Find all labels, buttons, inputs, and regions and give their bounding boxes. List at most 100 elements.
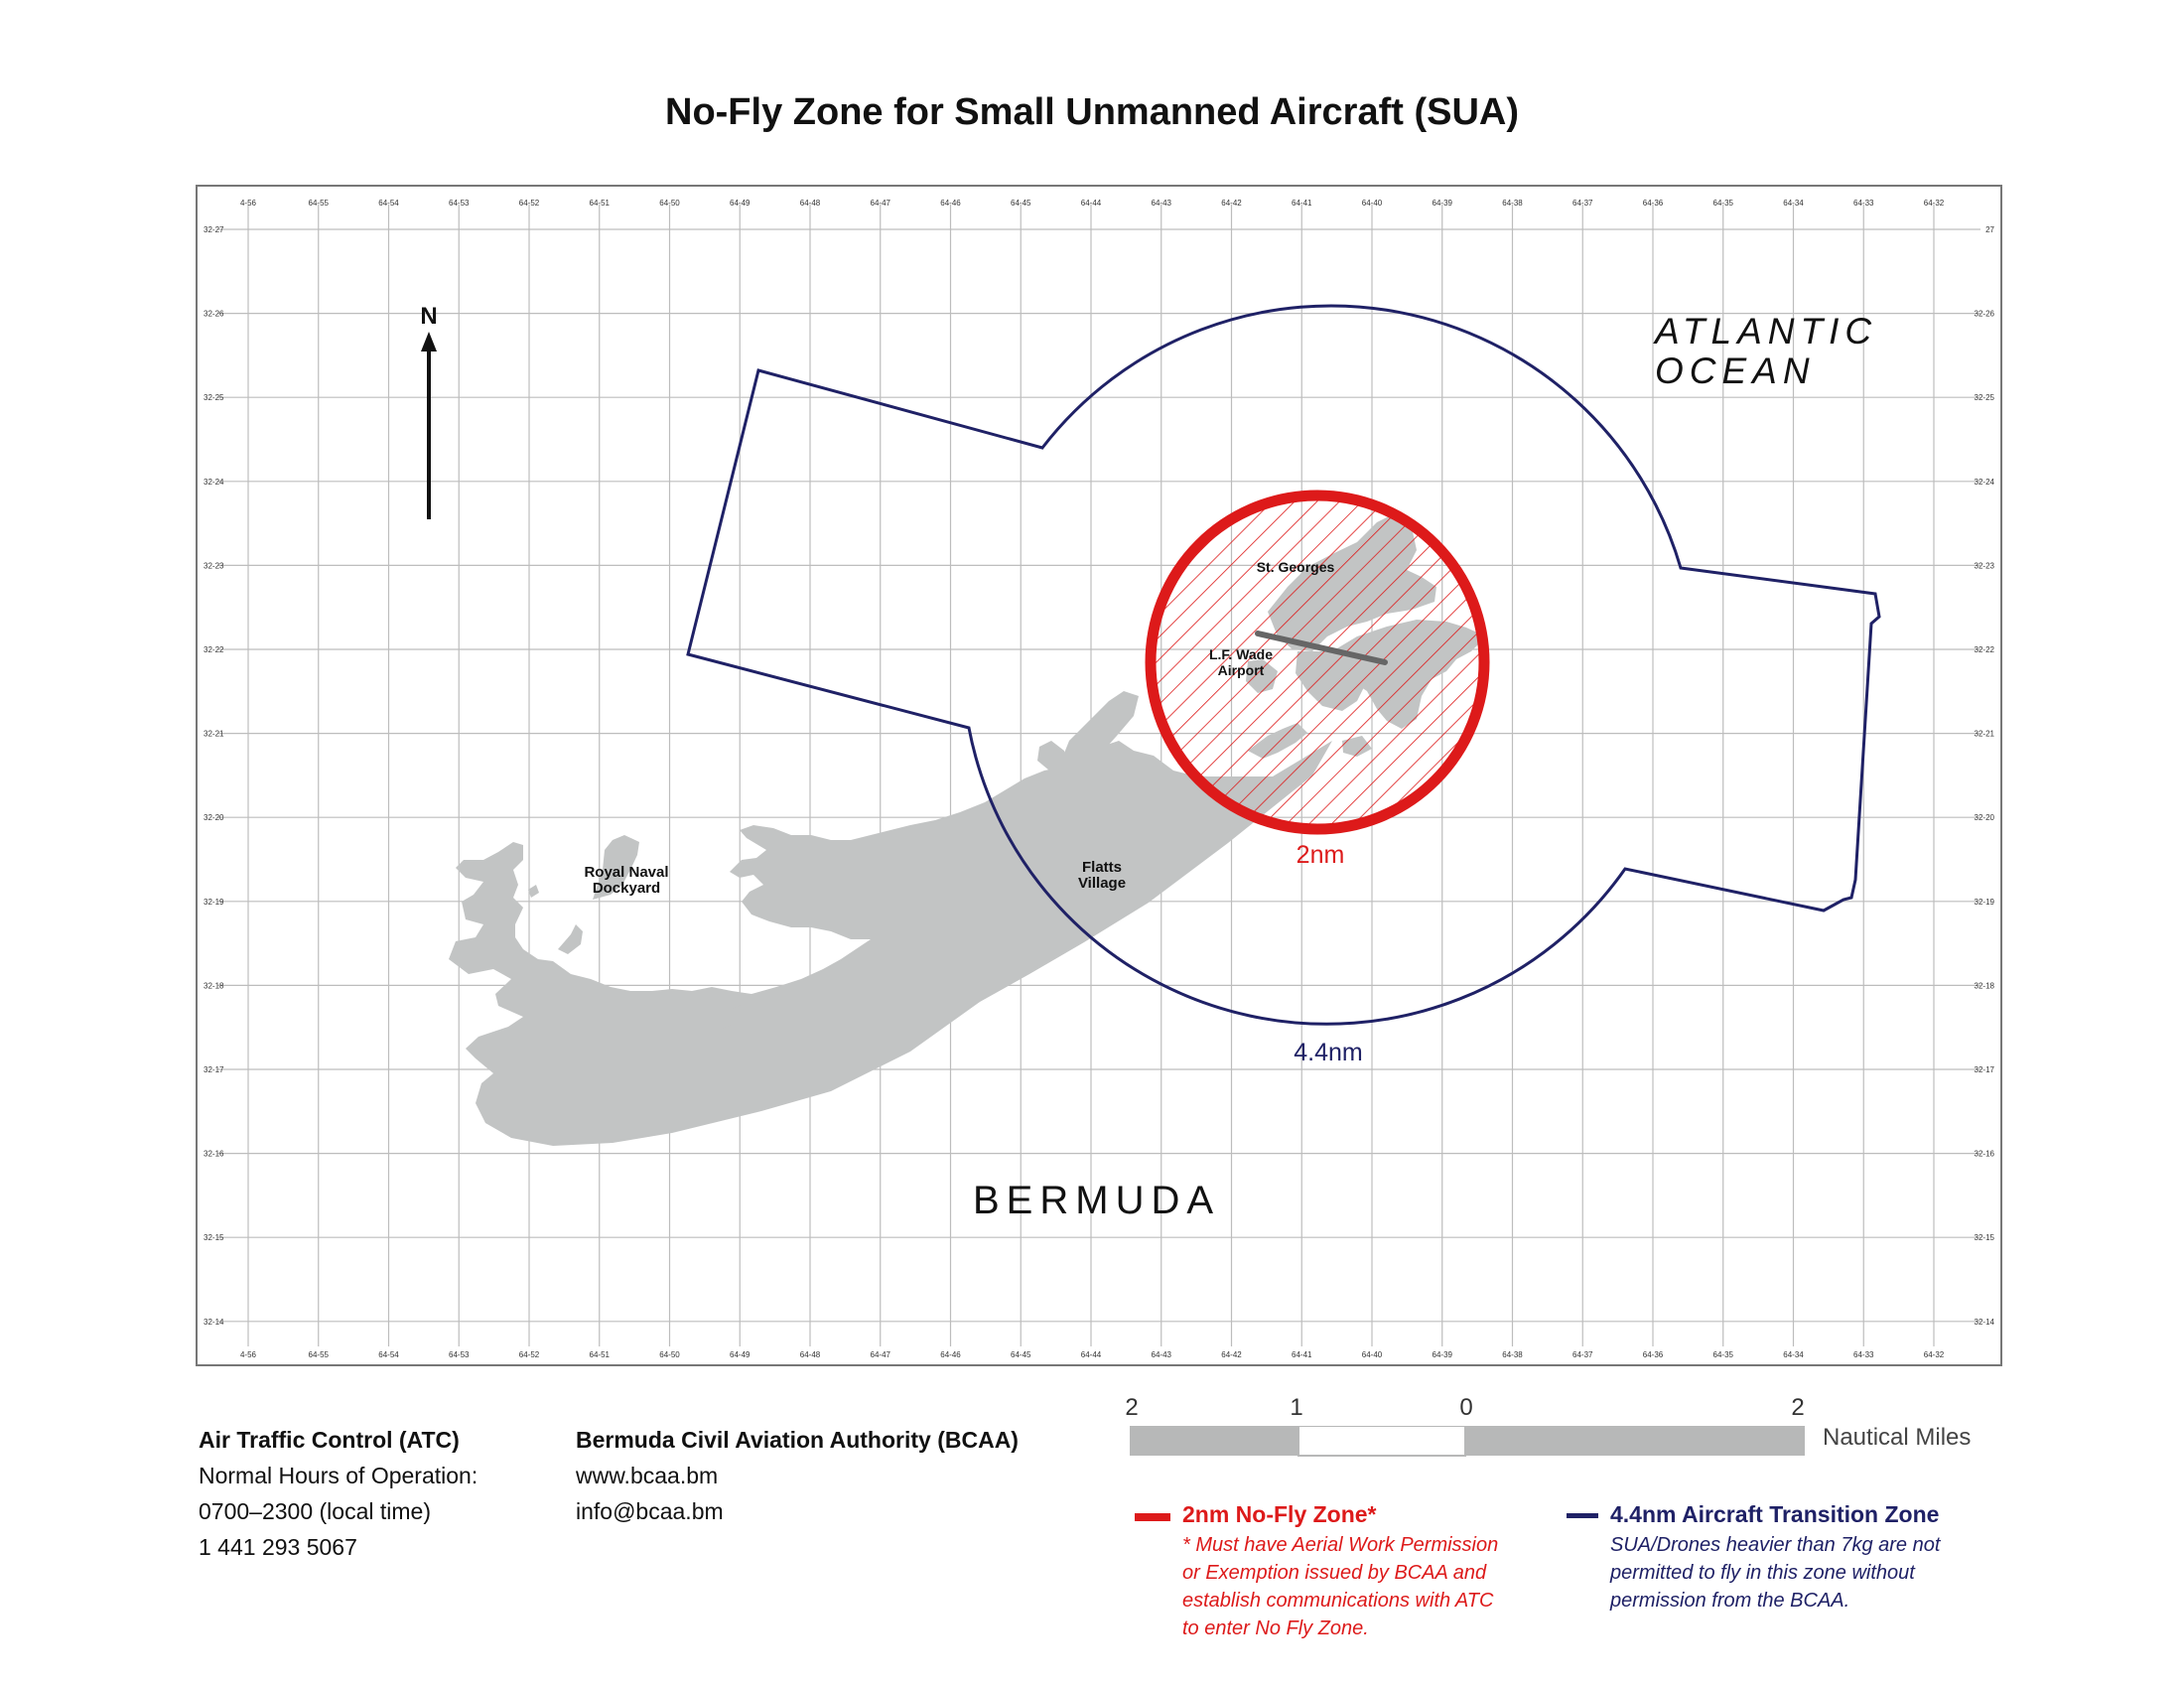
scale-number: 0 [1459,1394,1473,1421]
longitude-label: 64-54 [378,1350,399,1359]
longitude-label: 64-40 [1362,199,1383,208]
longitude-label: 64-49 [730,199,751,208]
longitude-label: 64-45 [1011,1350,1031,1359]
dockyard-label-line1: Royal Naval [584,864,668,881]
bcaa-email-link[interactable]: info@bcaa.bm [576,1498,724,1524]
airport-label-line2: Airport [1218,662,1265,678]
latitude-label: 32-23 [204,561,224,570]
latitude-label: 32-23 [1975,561,1995,570]
harbour-islet-2 [722,1025,735,1037]
longitude-label: 4-56 [240,199,257,208]
longitude-label: 64-51 [590,1350,611,1359]
transition-radius-label: 4.4nm [1294,1039,1362,1066]
longitude-label: 64-35 [1713,1350,1734,1359]
bcaa-info: Bermuda Civil Aviation Authority (BCAA) … [576,1422,1019,1529]
longitude-label: 64-33 [1853,1350,1874,1359]
north-label: N [420,303,437,330]
latitude-label: 32-22 [204,645,224,654]
longitude-label: 64-41 [1292,1350,1312,1359]
latitude-label: 32-18 [204,981,224,990]
no-fly-zone-circle[interactable] [1145,490,1490,835]
latitude-label: 32-26 [1975,310,1995,319]
harbour-islet-5 [803,1014,814,1024]
scale-segment [1130,1426,1298,1456]
harbour-islet-1 [682,1031,700,1045]
latitude-label: 32-14 [1975,1318,1995,1327]
scale-unit: Nautical Miles [1823,1424,1972,1451]
latitude-label: 32-15 [204,1233,224,1242]
map-title: No-Fly Zone for Small Unmanned Aircraft … [665,91,1519,133]
latitude-label: 32-22 [1975,645,1995,654]
longitude-label: 64-47 [871,1350,891,1359]
latitude-label: 32-21 [1975,730,1995,739]
longitude-label: 64-32 [1924,199,1945,208]
longitude-label: 64-32 [1924,1350,1945,1359]
longitude-label: 64-36 [1643,1350,1664,1359]
longitude-label: 64-39 [1433,1350,1453,1359]
longitude-label: 64-33 [1853,199,1874,208]
dockyard [593,835,639,900]
latitude-label: 32-19 [204,898,224,907]
harbour-islet-7 [779,1015,789,1023]
no-fly-note: * Must have Aerial Work Permission or Ex… [1182,1534,1499,1639]
bcaa-website-link[interactable]: www.bcaa.bm [576,1463,719,1488]
latitude-label: 32-16 [204,1150,224,1159]
longitude-label: 64-48 [800,1350,821,1359]
scale-segment [1297,1426,1466,1457]
airport-runway [1255,631,1388,665]
longitude-label: 64-37 [1572,199,1593,208]
tuckers-town [1037,741,1069,771]
harbour-islet-4 [756,1021,769,1031]
atc-phone[interactable]: 1 441 293 5067 [199,1534,357,1560]
transition-note: SUA/Drones heavier than 7kg are not perm… [1610,1534,1941,1612]
scale-segment [1465,1426,1805,1456]
longitude-label: 64-50 [659,199,680,208]
transition-title: 4.4nm Aircraft Transition Zone [1610,1501,1940,1527]
no-fly-title: 2nm No-Fly Zone* [1182,1501,1377,1527]
longitude-label: 64-46 [940,1350,961,1359]
dockyard-label-line2: Dockyard [593,880,660,897]
latitude-label: 32-18 [1975,981,1995,990]
longitude-label: 64-43 [1152,1350,1172,1359]
longitude-label: 64-47 [871,199,891,208]
scale-bar [1130,1426,1805,1457]
latitude-label: 32-24 [204,478,224,487]
harbour-islet-3 [680,1005,692,1016]
ocean-label-line2: OCEAN [1655,351,1816,391]
transition-zone-boundary[interactable] [686,304,1881,1026]
somerset-islet [528,885,539,898]
latitude-label: 32-27 [204,225,224,234]
latitude-label: 32-17 [1975,1065,1995,1074]
longitude-label: 64-42 [1221,199,1242,208]
latitude-label: 32-26 [204,310,224,319]
longitude-label: 64-53 [449,199,470,208]
main-island [449,741,1332,1146]
longitude-label: 64-42 [1221,1350,1242,1359]
longitude-label: 64-52 [519,1350,540,1359]
scale-number: 2 [1791,1394,1805,1421]
scale-number: 1 [1290,1394,1303,1421]
longitude-label: 64-41 [1292,199,1312,208]
longitude-label: 64-44 [1081,1350,1102,1359]
transition-swatch [1567,1513,1598,1518]
latitude-label: 32-19 [1975,898,1995,907]
atc-hours: 0700–2300 (local time) [199,1498,431,1524]
longitude-label: 64-46 [940,199,961,208]
longitude-label: 64-53 [449,1350,470,1359]
longitude-label: 64-52 [519,199,540,208]
map-canvas[interactable]: 4-56 4-56 64-55 64-55 64-54 64-54 64-53 64-53 64… [196,185,2002,1366]
latitude-label: 27 [1985,225,1994,234]
flatts-inlet-east [1079,761,1104,785]
longitude-label: 64-45 [1011,199,1031,208]
longitude-label: 64-44 [1081,199,1102,208]
no-fly-radius-label: 2nm [1297,841,1345,869]
flatts-label-line2: Village [1078,875,1126,892]
longitude-label: 64-38 [1502,199,1523,208]
longitude-label: 64-36 [1643,199,1664,208]
ocean-label-line1: ATLANTIC [1653,311,1877,352]
airport-label-line1: L.F. Wade [1209,646,1273,662]
bcaa-heading: Bermuda Civil Aviation Authority (BCAA) [576,1427,1019,1453]
latitude-label: 32-25 [1975,393,1995,402]
harrington-land [1059,691,1139,771]
longitude-label: 64-54 [378,199,399,208]
